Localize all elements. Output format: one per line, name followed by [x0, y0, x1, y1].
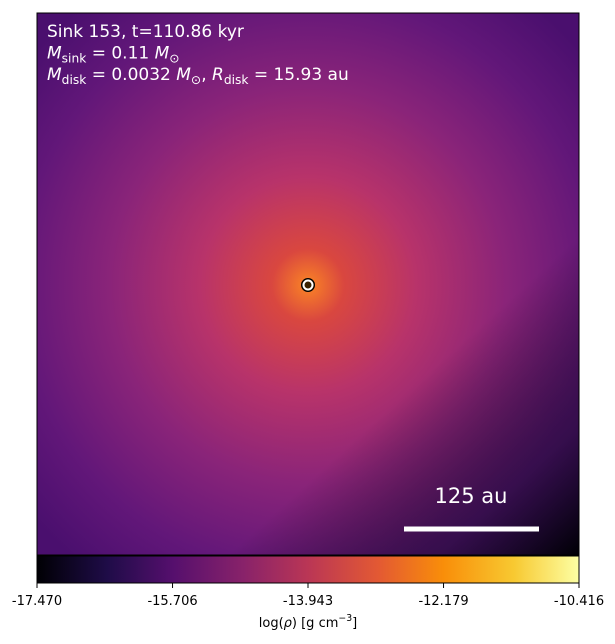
text-piece: M — [155, 44, 170, 64]
text-piece: −3 — [338, 613, 352, 624]
text-piece: Sink 153, t=110.86 kyr — [47, 22, 244, 42]
text-piece: ] — [352, 616, 357, 631]
text-piece: R — [212, 65, 224, 85]
text-piece: M — [47, 65, 62, 85]
text-piece: disk — [224, 73, 250, 87]
text-piece: ρ — [284, 616, 293, 631]
text-piece: M — [176, 65, 191, 85]
text-piece: log( — [259, 616, 284, 631]
sink-marker-ring — [302, 279, 314, 291]
colorbar-label: log(ρ) [g cm−3] — [259, 613, 358, 631]
text-piece: disk — [62, 73, 88, 87]
colorbar-tick-label: -10.416 — [554, 594, 604, 609]
plot-frame — [36, 12, 580, 556]
text-piece: ⊙ — [169, 52, 179, 66]
text-piece: sink — [62, 52, 88, 66]
colorbar-tick-label: -15.706 — [147, 594, 197, 609]
text-piece: = 0.0032 — [86, 65, 176, 85]
text-piece: = 15.93 au — [248, 65, 348, 85]
text-piece: , — [201, 65, 212, 85]
colorbar-tick-label: -13.943 — [283, 594, 333, 609]
colorbar-axis: -17.470 -15.706 -13.943 -12.179 -10.416 log(ρ… — [12, 583, 604, 631]
text-piece: = 0.11 — [86, 44, 154, 64]
text-piece: ⊙ — [191, 73, 201, 87]
colorbar — [36, 555, 580, 584]
text-piece: M — [47, 44, 62, 64]
annotation: Sink 153, t=110.86 kyr — [47, 22, 244, 42]
text-piece: ) [g cm — [292, 616, 338, 631]
colorbar-tick-label: -12.179 — [418, 594, 468, 609]
annotation: Msink = 0.11 M⊙ — [47, 44, 180, 66]
annotation: Mdisk = 0.0032 M⊙, Rdisk = 15.93 au — [47, 65, 349, 87]
colorbar-tick-label: -17.470 — [12, 594, 62, 609]
scale-bar-label: 125 au — [435, 484, 508, 508]
